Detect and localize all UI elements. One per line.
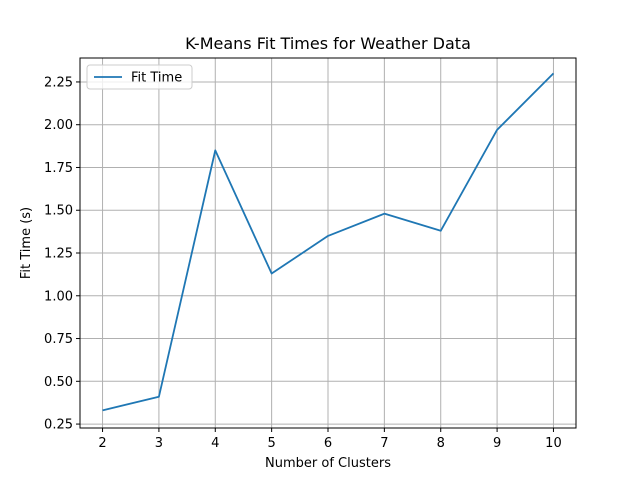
x-tick-label: 5 [267,436,275,451]
y-tick-label: 1.25 [44,247,73,262]
y-tick-label: 2.25 [44,75,73,90]
x-tick-label: 8 [437,436,445,451]
y-tick-label: 1.50 [44,204,73,219]
ticks: 2 3 4 5 6 7 8 9 10 0.25 0.50 0.75 1.00 1.25 1.50 1.75 2.… [44,75,562,451]
y-axis-title: Fit Time (s) [19,207,34,279]
x-tick-label: 2 [98,436,106,451]
legend: Fit Time [86,64,193,90]
chart-title: K-Means Fit Times for Weather Data [185,34,471,53]
x-tick-label: 7 [380,436,388,451]
x-axis-title: Number of Clusters [265,456,391,471]
x-tick-label: 3 [155,436,163,451]
x-tick-label: 9 [493,436,501,451]
y-tick-label: 0.25 [44,418,73,433]
x-tick-label: 4 [211,436,219,451]
y-tick-label: 0.75 [44,332,73,347]
series-layer [102,72,555,412]
legend-box [86,64,193,90]
legend-label: Fit Time [131,71,182,86]
y-tick-label: 1.00 [44,289,73,304]
y-tick-label: 0.50 [44,375,73,390]
grid [80,58,576,428]
y-tick-label: 1.75 [44,161,73,176]
x-tick-label: 6 [324,436,332,451]
y-tick-label: 2.00 [44,118,73,133]
x-tick-label: 10 [545,436,562,451]
